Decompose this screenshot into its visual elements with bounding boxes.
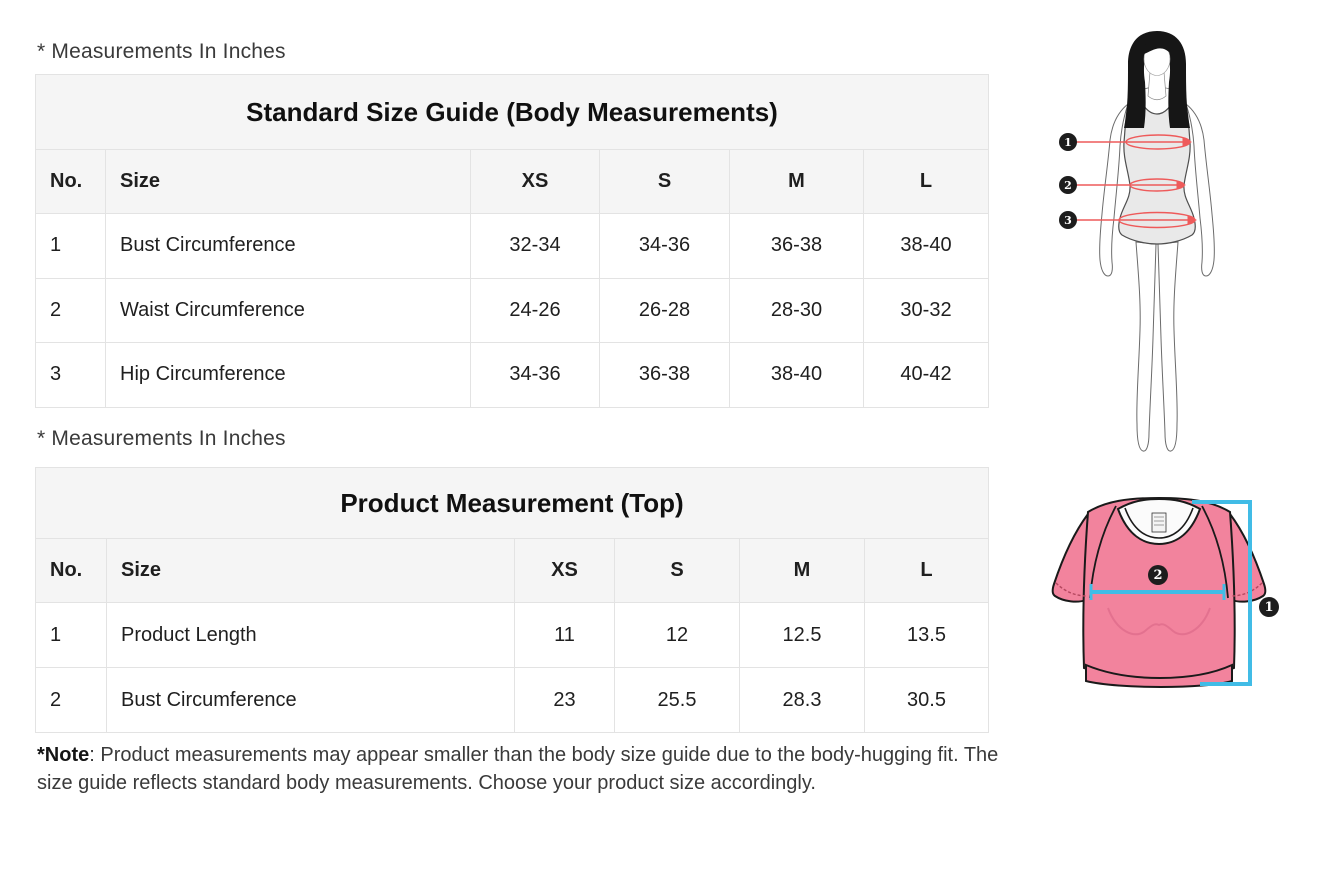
value-xs: 11 <box>514 602 615 668</box>
row-number: 1 <box>35 602 107 668</box>
value-m: 12.5 <box>739 602 865 668</box>
column-header-size: Size <box>105 149 471 214</box>
value-l: 13.5 <box>863 602 990 668</box>
value-m: 28-30 <box>729 277 864 343</box>
standard-table-title: Standard Size Guide (Body Measurements) <box>34 74 990 150</box>
neck-label <box>1151 512 1167 533</box>
product-measurement-footnote: *Note: Product measurements may appear s… <box>37 741 1027 797</box>
footnote-label: *Note <box>37 744 90 766</box>
product-measurement-lines <box>1089 500 1252 686</box>
measurements-in-inches-note: * Measurements In Inches <box>37 40 286 63</box>
product-table-title: Product Measurement (Top) <box>34 467 990 539</box>
bust-width-marker-badge: 2 <box>1148 565 1168 585</box>
value-m: 28.3 <box>739 667 865 733</box>
row-label: Product Length <box>106 602 515 668</box>
crop-top-icon <box>1051 496 1267 688</box>
product-length-marker-badge: 1 <box>1259 597 1279 617</box>
value-s: 34-36 <box>599 213 730 279</box>
value-s: 25.5 <box>614 667 740 733</box>
hip-marker-badge: 3 <box>1059 211 1077 229</box>
column-header-m: M <box>739 538 865 603</box>
footnote-text: : Product measurements may appear smalle… <box>37 744 999 794</box>
column-header-no: No. <box>35 149 106 214</box>
row-label: Bust Circumference <box>105 213 471 279</box>
column-header-s: S <box>614 538 740 603</box>
product-measurement-table: Product Measurement (Top) No. Size XS S … <box>34 467 990 733</box>
row-label: Hip Circumference <box>105 342 471 408</box>
column-header-m: M <box>729 149 864 214</box>
value-xs: 32-34 <box>470 213 600 279</box>
row-number: 2 <box>35 667 107 733</box>
value-s: 12 <box>614 602 740 668</box>
waist-marker-badge: 2 <box>1059 176 1077 194</box>
column-header-no: No. <box>35 538 107 603</box>
table-header-row: No. Size XS S M L <box>35 538 990 603</box>
value-l: 40-42 <box>862 342 990 408</box>
value-l: 30-32 <box>862 277 990 343</box>
table-header-row: No. Size XS S M L <box>35 149 990 214</box>
value-xs: 24-26 <box>470 277 600 343</box>
column-header-s: S <box>599 149 730 214</box>
value-s: 36-38 <box>599 342 730 408</box>
row-number: 2 <box>35 277 106 343</box>
column-header-l: L <box>862 149 990 214</box>
table-row: 1 Bust Circumference 32-34 34-36 36-38 3… <box>35 213 990 279</box>
row-number: 1 <box>35 213 106 279</box>
female-figure-icon <box>1070 31 1215 452</box>
body-measurement-illustration: 1 2 3 <box>1040 30 1270 455</box>
standard-size-guide-table: Standard Size Guide (Body Measurements) … <box>34 74 990 408</box>
column-header-size: Size <box>106 538 515 603</box>
top-measurement-illustration: 2 1 <box>1040 492 1290 697</box>
value-m: 38-40 <box>729 342 864 408</box>
value-s: 26-28 <box>599 277 730 343</box>
row-label: Bust Circumference <box>106 667 515 733</box>
table-title-row: Standard Size Guide (Body Measurements) <box>34 74 990 150</box>
value-xs: 34-36 <box>470 342 600 408</box>
table-row: 1 Product Length 11 12 12.5 13.5 <box>35 602 990 668</box>
row-label: Waist Circumference <box>105 277 471 343</box>
value-l: 38-40 <box>862 213 990 279</box>
value-l: 30.5 <box>863 667 990 733</box>
measurements-in-inches-note: * Measurements In Inches <box>37 427 286 450</box>
table-row: 2 Waist Circumference 24-26 26-28 28-30 … <box>35 277 990 343</box>
bust-marker-badge: 1 <box>1059 133 1077 151</box>
column-header-xs: XS <box>470 149 600 214</box>
table-title-row: Product Measurement (Top) <box>34 467 990 539</box>
table-row: 3 Hip Circumference 34-36 36-38 38-40 40… <box>35 342 990 408</box>
value-m: 36-38 <box>729 213 864 279</box>
column-header-l: L <box>863 538 990 603</box>
column-header-xs: XS <box>514 538 615 603</box>
value-xs: 23 <box>514 667 615 733</box>
table-row: 2 Bust Circumference 23 25.5 28.3 30.5 <box>35 667 990 733</box>
row-number: 3 <box>35 342 106 408</box>
measurement-lines <box>1070 134 1198 229</box>
